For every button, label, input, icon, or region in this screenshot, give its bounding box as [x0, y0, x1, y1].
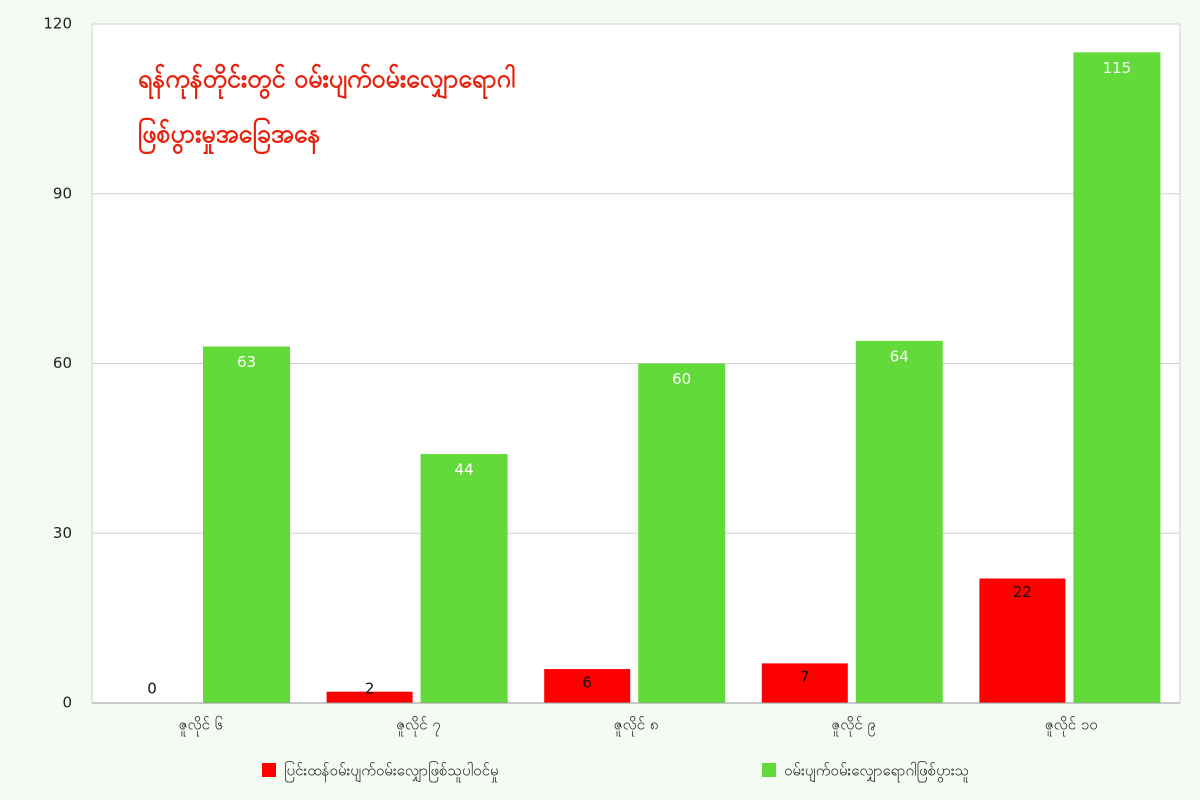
bar: [420, 454, 508, 703]
bar: [979, 578, 1066, 703]
value-label: 63: [237, 353, 256, 371]
y-tick-label: 60: [53, 354, 72, 372]
y-tick-label: 120: [43, 15, 72, 33]
bar: [203, 346, 290, 703]
y-tick-label: 30: [53, 524, 72, 542]
bar: [761, 663, 848, 703]
legend-label: ဝမ်းပျက်ဝမ်းလျှောရောဂါဖြစ်ပွားသူ: [784, 761, 969, 783]
bar: [1073, 52, 1161, 703]
x-tick-label: ဇူလိုင် ၈: [614, 716, 659, 737]
bar: [638, 363, 726, 703]
legend-swatch: [262, 763, 276, 777]
legend-swatch: [762, 763, 776, 777]
y-tick-label: 0: [62, 694, 72, 712]
x-tick-label: ဇူလိုင် ၇: [396, 716, 441, 737]
value-label: 64: [890, 347, 909, 365]
value-label: 60: [672, 370, 691, 388]
y-tick-label: 90: [53, 184, 72, 202]
x-tick-label: ဇူလိုင် ၆: [179, 716, 224, 737]
bar: [326, 691, 413, 703]
x-tick-label: ဇူလိုင် ၉: [831, 716, 876, 737]
value-label: 7: [800, 668, 810, 686]
bar: [544, 669, 631, 703]
legend-label: ပြင်းထန်ဝမ်းပျက်ဝမ်းလျှောဖြစ်သူပါဝင်မှု: [284, 761, 499, 783]
value-label: 6: [582, 674, 592, 692]
bar: [855, 340, 943, 703]
value-label: 44: [455, 461, 474, 479]
x-tick-label: ဇူလိုင် ၁၀: [1045, 716, 1098, 737]
value-label: 22: [1013, 583, 1032, 601]
value-label: 0: [147, 680, 157, 698]
value-label: 115: [1103, 59, 1132, 77]
value-label: 2: [365, 680, 375, 698]
